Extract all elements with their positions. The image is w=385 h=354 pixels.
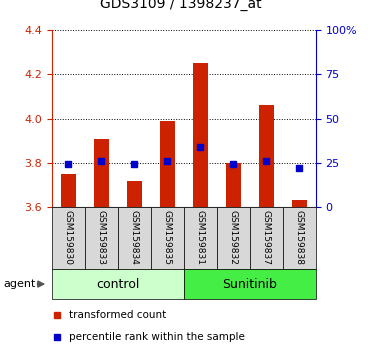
Bar bbox=[226, 163, 241, 207]
Bar bbox=[160, 121, 175, 207]
Text: GSM159838: GSM159838 bbox=[295, 210, 304, 265]
Text: GSM159830: GSM159830 bbox=[64, 210, 73, 265]
Bar bbox=[259, 105, 274, 207]
Bar bbox=[127, 181, 142, 207]
Text: agent: agent bbox=[4, 279, 36, 289]
Bar bbox=[292, 200, 306, 207]
Text: GSM159835: GSM159835 bbox=[163, 210, 172, 265]
Bar bbox=[250, 207, 283, 269]
Text: control: control bbox=[96, 278, 140, 291]
Bar bbox=[193, 63, 208, 207]
Text: GDS3109 / 1398237_at: GDS3109 / 1398237_at bbox=[100, 0, 262, 11]
Bar bbox=[151, 207, 184, 269]
Text: GSM159834: GSM159834 bbox=[130, 210, 139, 265]
Text: GSM159831: GSM159831 bbox=[196, 210, 205, 265]
Text: percentile rank within the sample: percentile rank within the sample bbox=[69, 332, 245, 342]
Text: GSM159832: GSM159832 bbox=[229, 210, 238, 265]
Bar bbox=[217, 207, 250, 269]
Text: GSM159837: GSM159837 bbox=[262, 210, 271, 265]
Bar bbox=[118, 207, 151, 269]
Bar bbox=[184, 207, 217, 269]
Bar bbox=[85, 207, 118, 269]
Bar bbox=[52, 207, 85, 269]
Bar bbox=[94, 138, 109, 207]
Text: transformed count: transformed count bbox=[69, 309, 166, 320]
Bar bbox=[61, 174, 76, 207]
Bar bbox=[184, 269, 316, 299]
Text: GSM159833: GSM159833 bbox=[97, 210, 106, 265]
Text: Sunitinib: Sunitinib bbox=[222, 278, 277, 291]
Bar bbox=[52, 269, 184, 299]
Bar bbox=[283, 207, 316, 269]
